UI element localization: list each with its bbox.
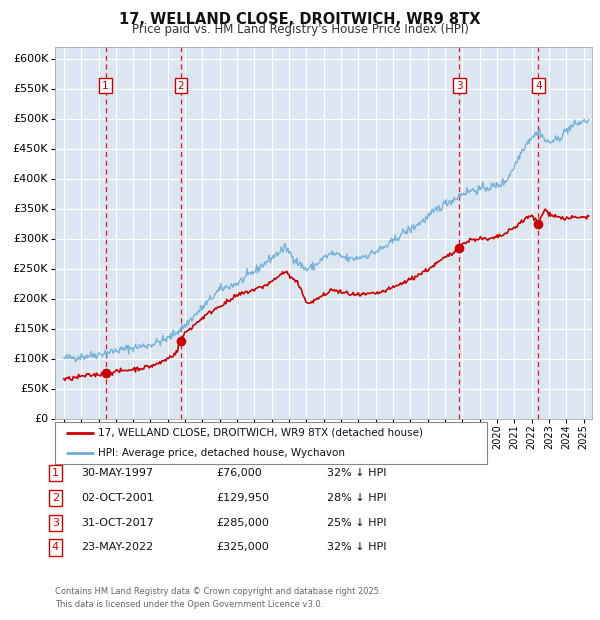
Text: 02-OCT-2001: 02-OCT-2001 [81, 493, 154, 503]
Text: Contains HM Land Registry data © Crown copyright and database right 2025.: Contains HM Land Registry data © Crown c… [55, 587, 382, 596]
Text: 2: 2 [178, 81, 184, 91]
Text: 1: 1 [102, 81, 109, 91]
Text: £129,950: £129,950 [216, 493, 269, 503]
Text: 17, WELLAND CLOSE, DROITWICH, WR9 8TX: 17, WELLAND CLOSE, DROITWICH, WR9 8TX [119, 12, 481, 27]
Text: 30-MAY-1997: 30-MAY-1997 [81, 468, 153, 478]
Text: 31-OCT-2017: 31-OCT-2017 [81, 518, 154, 528]
Text: £325,000: £325,000 [216, 542, 269, 552]
Text: £76,000: £76,000 [216, 468, 262, 478]
Text: 23-MAY-2022: 23-MAY-2022 [81, 542, 153, 552]
Text: 1: 1 [52, 468, 59, 478]
Text: 3: 3 [456, 81, 463, 91]
Text: 4: 4 [52, 542, 59, 552]
Text: 4: 4 [535, 81, 542, 91]
Text: 25% ↓ HPI: 25% ↓ HPI [327, 518, 386, 528]
Text: 28% ↓ HPI: 28% ↓ HPI [327, 493, 386, 503]
Text: £285,000: £285,000 [216, 518, 269, 528]
Text: 32% ↓ HPI: 32% ↓ HPI [327, 468, 386, 478]
Text: 17, WELLAND CLOSE, DROITWICH, WR9 8TX (detached house): 17, WELLAND CLOSE, DROITWICH, WR9 8TX (d… [98, 428, 424, 438]
Text: This data is licensed under the Open Government Licence v3.0.: This data is licensed under the Open Gov… [55, 600, 323, 609]
Text: 3: 3 [52, 518, 59, 528]
Text: 32% ↓ HPI: 32% ↓ HPI [327, 542, 386, 552]
Text: HPI: Average price, detached house, Wychavon: HPI: Average price, detached house, Wych… [98, 448, 346, 458]
Text: Price paid vs. HM Land Registry's House Price Index (HPI): Price paid vs. HM Land Registry's House … [131, 23, 469, 36]
Text: 2: 2 [52, 493, 59, 503]
